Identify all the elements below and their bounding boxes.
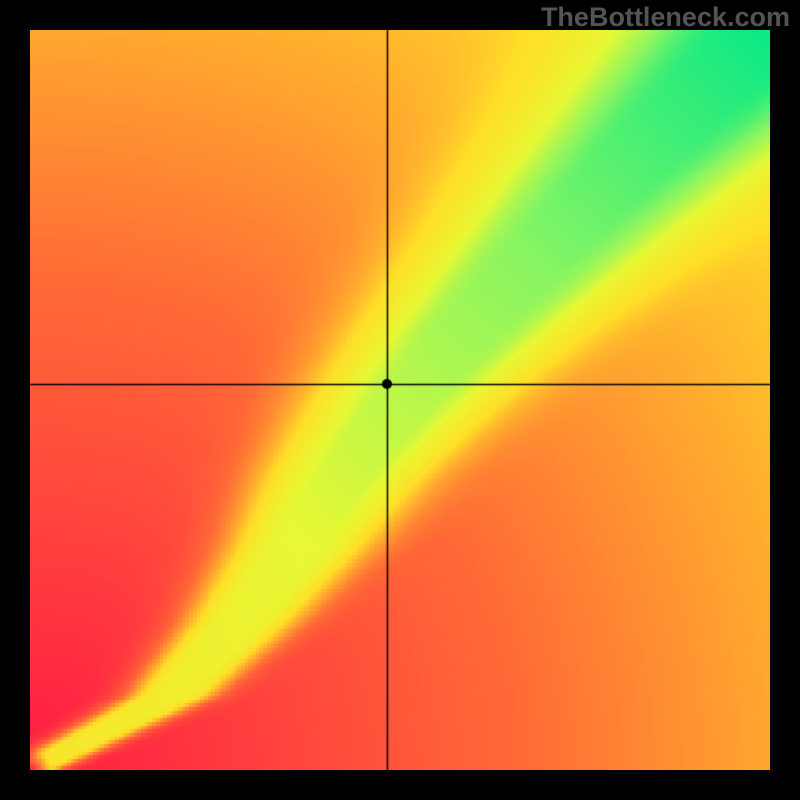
watermark-text: TheBottleneck.com: [541, 2, 790, 33]
stage: TheBottleneck.com: [0, 0, 800, 800]
bottleneck-heatmap: [30, 30, 770, 770]
